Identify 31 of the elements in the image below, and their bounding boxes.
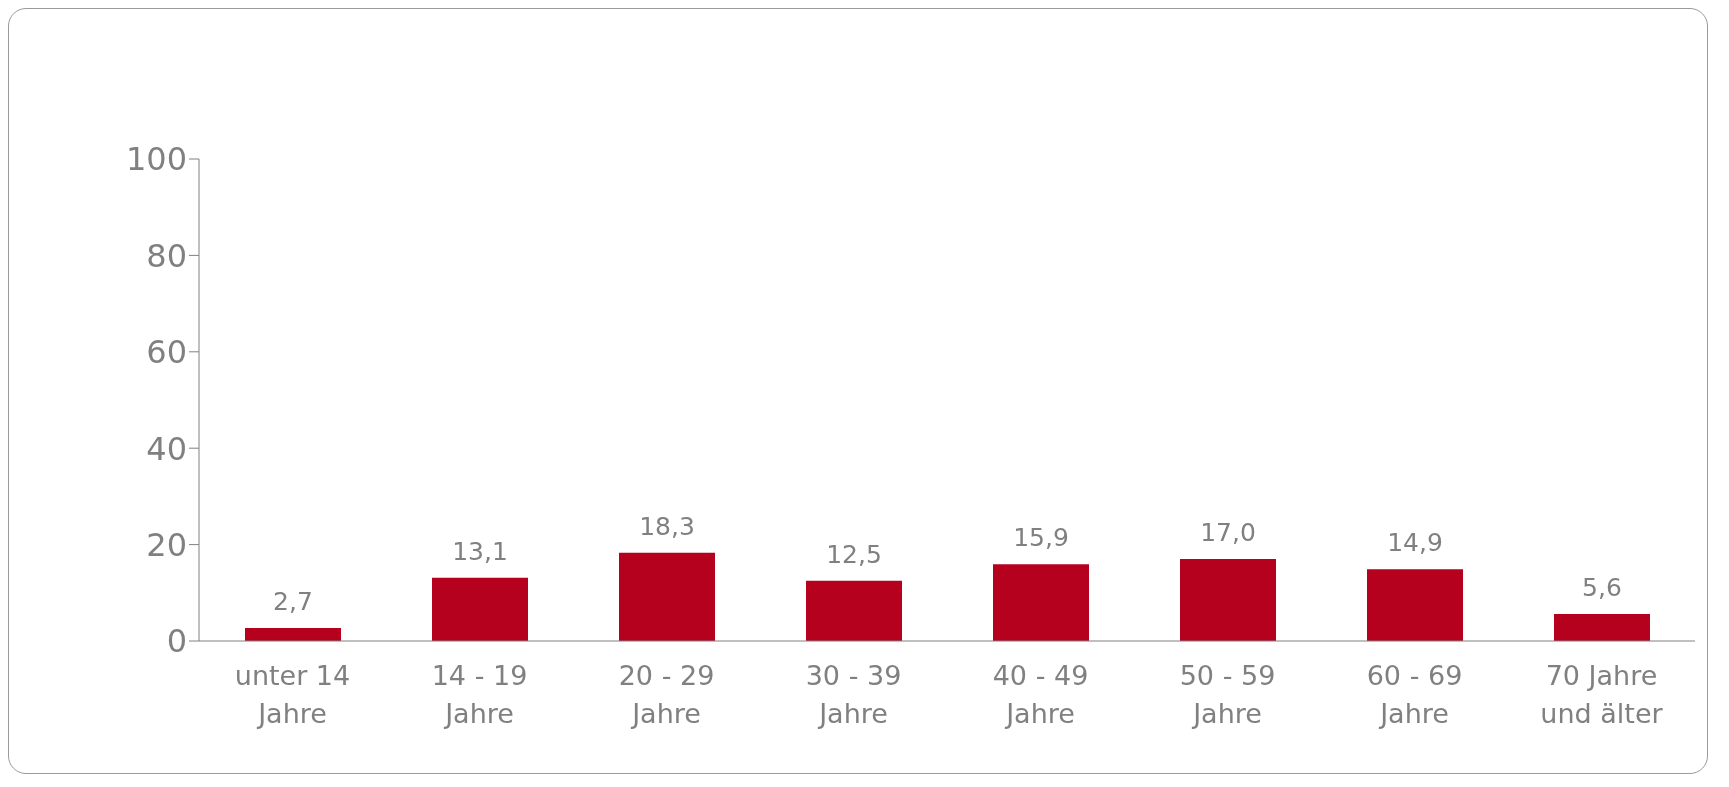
- data-label: 17,0: [1200, 518, 1256, 548]
- data-label: 12,5: [826, 539, 882, 569]
- y-tick-label: 60: [146, 333, 187, 372]
- y-tick-label: 20: [146, 525, 187, 564]
- data-label: 15,9: [1013, 523, 1069, 553]
- y-tick-label: 80: [146, 236, 187, 275]
- data-label: 2,7: [273, 586, 313, 616]
- bar: [1367, 569, 1463, 641]
- bar: [1554, 614, 1650, 641]
- bar: [619, 552, 715, 641]
- bar: [1180, 559, 1276, 641]
- data-label: 5,6: [1582, 573, 1622, 603]
- y-tick-label: 0: [166, 622, 187, 661]
- x-tick-label: 70 Jahre und älter: [1540, 660, 1664, 729]
- x-tick-label: 20 - 29 Jahre: [618, 660, 715, 729]
- x-tick-label: 14 - 19 Jahre: [431, 660, 528, 729]
- chart-frame: unter 14 Jahre 14 - 19 Jahre 20 - 29 Jahre 30 - 39 Jahre 40 - 49 Jahre 50 - 59 Jahre 60 - 69 Jahre 70 Jahre und älter 0 20 40 60 80 100 2,7 13,1 18,3 12,5 15,9 17,0 14,9 5,6: [8, 8, 1708, 774]
- y-tick-label: 100: [125, 140, 187, 179]
- bar: [432, 577, 528, 641]
- data-label: 18,3: [639, 511, 695, 541]
- bar: [806, 580, 902, 641]
- data-label: 13,1: [452, 536, 508, 566]
- x-tick-label: unter 14 Jahre: [234, 660, 351, 729]
- x-tick-label: 30 - 39 Jahre: [805, 660, 902, 729]
- data-label: 14,9: [1387, 528, 1443, 558]
- x-tick-label: 60 - 69 Jahre: [1366, 660, 1463, 729]
- y-tick-label: 40: [146, 429, 187, 468]
- bar: [245, 627, 341, 641]
- bar: [993, 564, 1089, 641]
- x-tick-label: 40 - 49 Jahre: [992, 660, 1089, 729]
- x-tick-label: 50 - 59 Jahre: [1179, 660, 1276, 729]
